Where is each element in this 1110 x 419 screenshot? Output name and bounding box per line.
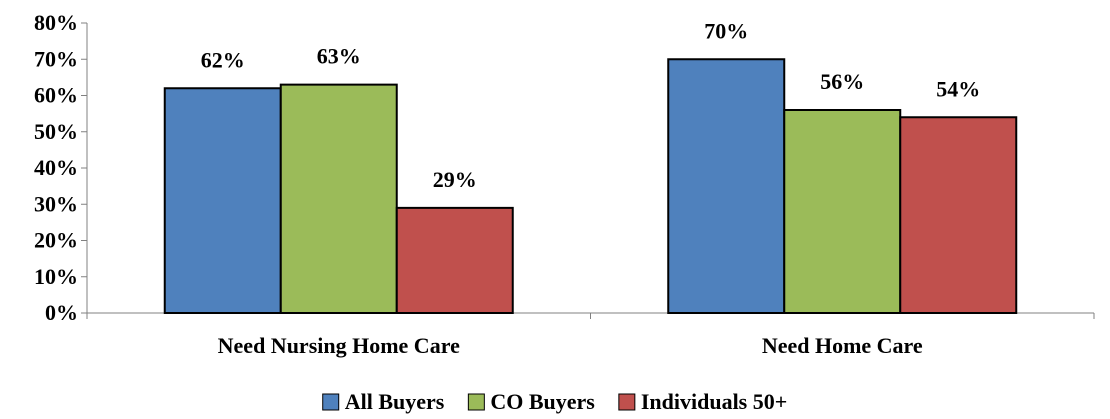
legend-swatch [322, 393, 340, 411]
data-labels: 62% 63% 29% 70% 56% 54% [201, 18, 981, 192]
data-label: 29% [433, 167, 477, 192]
y-tick-label: 0% [45, 300, 78, 325]
legend-swatch [618, 393, 636, 411]
y-tick-label: 30% [34, 191, 78, 216]
bars [163, 58, 1018, 314]
y-axis: 0% 10% 20% 30% 40% 50% 60% 70% 80% [34, 10, 88, 325]
category-label: Need Nursing Home Care [218, 333, 460, 358]
bar [899, 116, 1018, 314]
y-tick-label: 50% [34, 119, 78, 144]
y-tick-label: 80% [34, 10, 78, 35]
legend-label: Individuals 50+ [641, 389, 787, 414]
bar [783, 109, 902, 314]
data-label: 54% [936, 76, 980, 101]
category-label: Need Home Care [762, 333, 923, 358]
data-label: 63% [317, 44, 361, 69]
y-tick-label: 10% [34, 264, 78, 289]
legend-label: CO Buyers [490, 389, 595, 414]
bar [667, 58, 786, 314]
bar [395, 206, 514, 314]
legend: All Buyers CO Buyers Individuals 50+ [322, 389, 787, 414]
data-label: 70% [704, 18, 748, 43]
y-tick-label: 60% [34, 83, 78, 108]
data-label: 56% [820, 69, 864, 94]
bar [163, 87, 282, 314]
legend-swatch [467, 393, 485, 411]
bar [279, 83, 398, 314]
y-tick-label: 40% [34, 155, 78, 180]
y-tick-label: 70% [34, 46, 78, 71]
x-axis: Need Nursing Home Care Need Home Care [86, 312, 1095, 358]
y-tick-label: 20% [34, 228, 78, 253]
data-label: 62% [201, 47, 245, 72]
legend-label: All Buyers [345, 389, 445, 414]
